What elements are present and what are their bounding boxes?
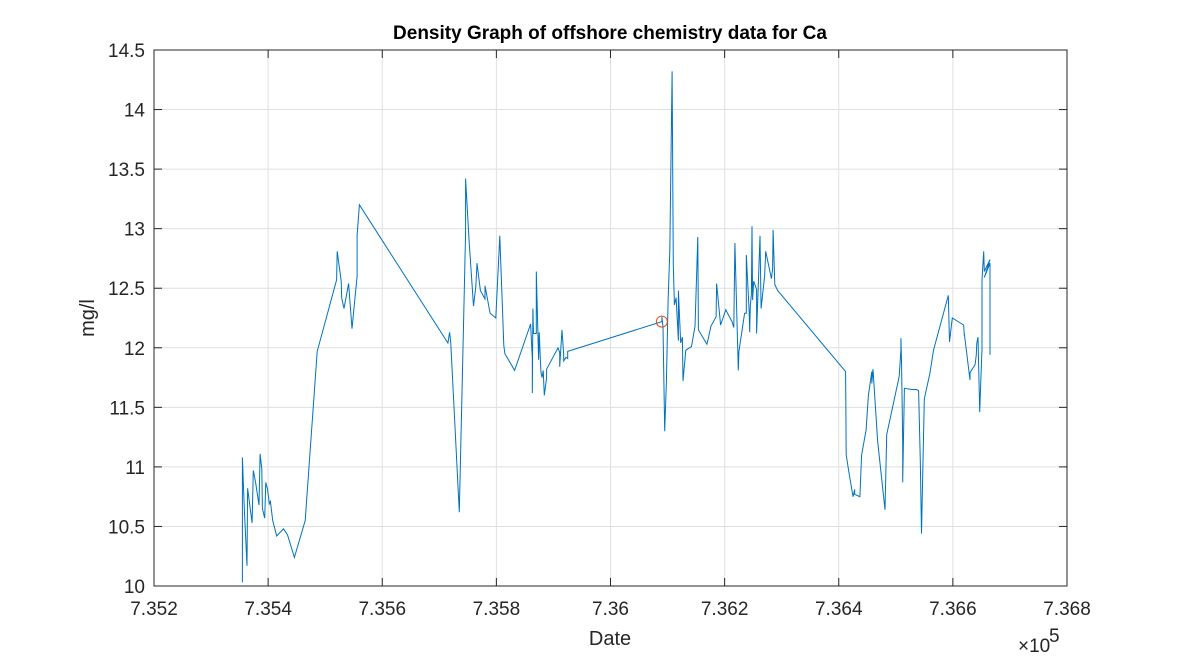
x-tick-label: 7.36 xyxy=(592,599,629,620)
x-axis-label: Date xyxy=(589,628,631,650)
y-tick-label: 12.5 xyxy=(108,279,145,300)
y-tick-label: 11.5 xyxy=(109,398,145,419)
y-tick-label: 12 xyxy=(124,339,145,360)
x-tick-label: 7.362 xyxy=(701,599,749,620)
y-tick-label: 14 xyxy=(124,101,146,122)
y-tick-label: 13 xyxy=(124,220,145,241)
x-tick-label: 7.368 xyxy=(1043,599,1091,620)
y-tick-label: 10 xyxy=(124,577,145,598)
x-tick-label: 7.366 xyxy=(929,599,977,620)
x-tick-label: 7.358 xyxy=(473,599,521,620)
y-tick-label: 14.5 xyxy=(108,41,145,62)
x-tick-label: 7.352 xyxy=(130,599,178,620)
x-tick-label: 7.356 xyxy=(358,599,406,620)
chart-title: Density Graph of offshore chemistry data… xyxy=(393,23,827,44)
y-tick-label: 10.5 xyxy=(108,517,145,538)
x-tick-label: 7.364 xyxy=(815,599,863,620)
y-tick-label: 13.5 xyxy=(108,160,145,181)
x-exponent-power: 5 xyxy=(1049,626,1060,647)
y-tick-label: 11 xyxy=(125,458,145,479)
y-axis-label: mg/l xyxy=(77,299,99,337)
x-exponent-label: ×10 xyxy=(1018,636,1050,656)
x-tick-label: 7.354 xyxy=(244,599,292,620)
